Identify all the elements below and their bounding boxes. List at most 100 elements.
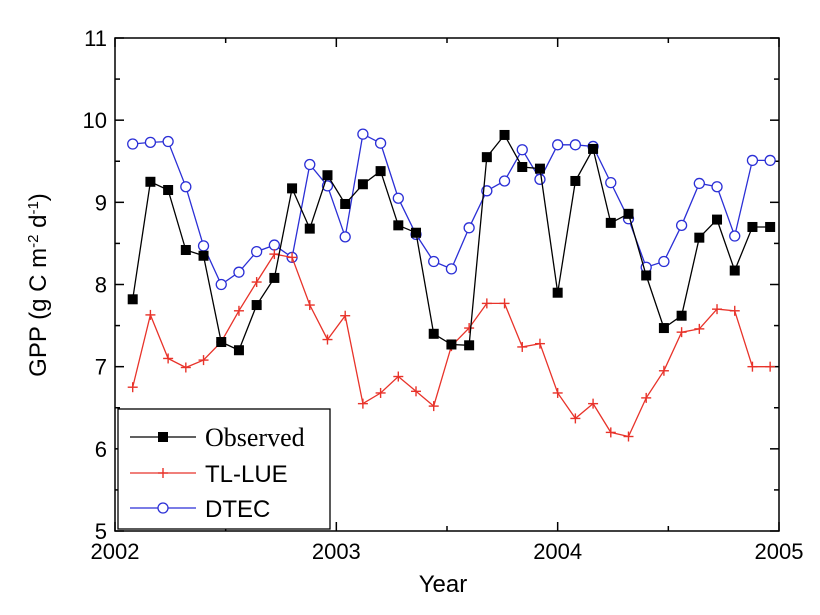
point-observed bbox=[552, 287, 563, 298]
point-dtec bbox=[197, 240, 210, 252]
point-tl-lue bbox=[676, 327, 687, 338]
point-dtec bbox=[127, 138, 139, 150]
point-observed bbox=[658, 323, 669, 334]
point-tl-lue bbox=[499, 298, 510, 309]
point-observed bbox=[322, 170, 333, 181]
point-tl-lue bbox=[411, 386, 422, 397]
point-dtec bbox=[268, 239, 281, 251]
point-observed bbox=[712, 214, 723, 225]
point-tl-lue bbox=[464, 323, 475, 334]
legend-box bbox=[117, 408, 331, 530]
point-tl-lue bbox=[322, 334, 333, 345]
point-dtec bbox=[729, 230, 741, 242]
y-tick-label: 11 bbox=[84, 26, 107, 51]
point-dtec bbox=[339, 231, 351, 243]
point-observed bbox=[676, 310, 687, 321]
point-tl-lue bbox=[428, 401, 439, 412]
point-tl-lue bbox=[641, 392, 652, 403]
point-observed bbox=[446, 339, 457, 350]
point-observed bbox=[481, 152, 492, 163]
point-dtec bbox=[392, 192, 404, 204]
point-observed bbox=[428, 328, 439, 339]
y-axis-title-main: GPP (g C m bbox=[25, 248, 52, 377]
point-observed bbox=[694, 232, 705, 243]
x-tick-label: 2002 bbox=[91, 539, 140, 564]
point-observed bbox=[605, 217, 616, 228]
point-tl-lue bbox=[375, 387, 386, 398]
y-axis-title-end: ) bbox=[25, 193, 52, 201]
point-observed bbox=[163, 185, 174, 196]
point-tl-lue bbox=[517, 341, 528, 352]
point-tl-lue bbox=[180, 362, 191, 373]
point-dtec bbox=[304, 158, 316, 171]
point-dtec bbox=[357, 128, 369, 140]
legend: Observed TL-LUE DTEC bbox=[117, 408, 331, 530]
point-observed bbox=[499, 129, 510, 140]
point-tl-lue bbox=[552, 387, 563, 398]
point-observed bbox=[729, 265, 740, 276]
series-observed bbox=[127, 129, 776, 356]
point-tl-lue bbox=[588, 398, 599, 409]
point-tl-lue bbox=[605, 427, 616, 438]
legend-item-observed: Observed bbox=[130, 423, 305, 452]
y-axis-title-sup2: -1 bbox=[25, 201, 42, 214]
point-tl-lue bbox=[357, 398, 368, 409]
legend-label: Observed bbox=[205, 423, 305, 452]
point-tl-lue bbox=[729, 305, 740, 316]
y-tick-label: 6 bbox=[95, 437, 107, 462]
point-observed bbox=[747, 221, 758, 232]
point-dtec bbox=[251, 245, 263, 258]
point-observed bbox=[588, 143, 599, 154]
point-tl-lue bbox=[304, 300, 315, 311]
point-tl-lue bbox=[198, 355, 209, 366]
point-tl-lue bbox=[145, 309, 156, 320]
point-observed bbox=[304, 223, 315, 234]
point-observed bbox=[375, 166, 386, 177]
series-tl-lue bbox=[127, 249, 776, 442]
x-tick-label: 2003 bbox=[312, 539, 361, 564]
x-tick-label: 2005 bbox=[755, 539, 804, 564]
point-tl-lue bbox=[340, 310, 351, 321]
y-tick-label: 5 bbox=[95, 519, 107, 544]
point-observed bbox=[340, 198, 351, 209]
point-observed bbox=[287, 183, 298, 194]
point-dtec bbox=[428, 255, 440, 268]
y-tick-label: 10 bbox=[83, 108, 107, 133]
point-dtec bbox=[711, 181, 723, 193]
point-dtec bbox=[144, 136, 157, 149]
series-dtec bbox=[127, 128, 776, 291]
point-observed bbox=[127, 294, 138, 305]
point-tl-lue bbox=[233, 305, 244, 316]
point-dtec bbox=[498, 175, 511, 187]
y-axis-title-mid: d bbox=[25, 215, 52, 235]
point-observed bbox=[517, 162, 528, 173]
point-observed bbox=[641, 270, 652, 281]
point-dtec bbox=[693, 177, 705, 190]
point-tl-lue bbox=[712, 304, 723, 315]
point-observed bbox=[251, 300, 262, 311]
point-tl-lue bbox=[393, 371, 404, 382]
legend-marker-dtec bbox=[157, 502, 169, 514]
y-tick-label: 8 bbox=[95, 273, 107, 298]
point-dtec bbox=[675, 219, 688, 231]
point-observed bbox=[393, 220, 404, 231]
point-dtec bbox=[233, 266, 245, 278]
point-dtec bbox=[516, 144, 528, 156]
point-tl-lue bbox=[287, 252, 298, 263]
point-dtec bbox=[180, 181, 192, 193]
point-dtec bbox=[374, 137, 387, 149]
point-dtec bbox=[463, 222, 475, 234]
legend-marker-tl-lue bbox=[158, 468, 168, 478]
point-tl-lue bbox=[658, 365, 669, 376]
series-line-dtec bbox=[132, 133, 771, 286]
point-dtec bbox=[658, 255, 670, 268]
legend-marker-observed bbox=[158, 432, 168, 442]
point-tl-lue bbox=[694, 323, 705, 334]
point-dtec bbox=[534, 173, 546, 185]
point-dtec bbox=[746, 154, 759, 167]
point-dtec bbox=[764, 154, 776, 167]
series-layer bbox=[127, 128, 776, 442]
point-observed bbox=[534, 163, 545, 174]
point-dtec bbox=[605, 176, 617, 189]
